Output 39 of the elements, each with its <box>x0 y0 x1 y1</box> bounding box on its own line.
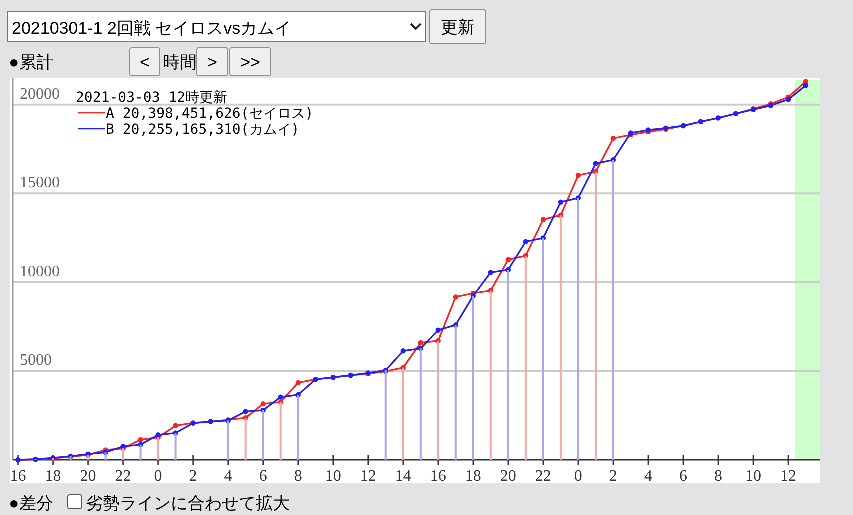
legend-label: B 20,255,165,310(カムイ) <box>106 122 300 138</box>
x-tick-label: 2 <box>189 468 198 485</box>
text: 更新 <box>441 18 475 37</box>
x-tick-label: 18 <box>45 468 62 485</box>
x-tick-label: 14 <box>395 468 412 485</box>
x-tick-label: 22 <box>115 468 132 485</box>
y-tick-label: 20000 <box>20 86 60 103</box>
x-tick-label: 0 <box>154 468 162 485</box>
x-tick-label: 12 <box>780 468 796 485</box>
text: >> <box>240 53 260 72</box>
x-tick-label: 20 <box>500 468 516 485</box>
x-tick-label: 10 <box>745 468 762 485</box>
x-tick-label: 20 <box>80 468 96 485</box>
text: > <box>208 53 218 72</box>
chart-subtitle: ●累計 <box>9 53 54 72</box>
text: ●差分 <box>9 494 54 513</box>
x-tick-label: 18 <box>465 468 482 485</box>
x-tick-label: 2 <box>609 468 618 485</box>
y-tick-label: 10000 <box>20 263 60 280</box>
x-tick-label: 22 <box>535 468 552 485</box>
x-tick-label: 16 <box>430 468 446 485</box>
x-tick-label: 6 <box>259 468 268 485</box>
x-tick-label: 8 <box>294 468 302 485</box>
x-tick-label: 8 <box>714 468 722 485</box>
y-tick-label: 15000 <box>20 174 60 192</box>
x-tick-label: 10 <box>325 468 342 485</box>
x-tick-label: 4 <box>644 468 652 485</box>
y-tick-label: 5000 <box>20 352 52 370</box>
x-tick-label: 6 <box>679 468 688 485</box>
text: < <box>140 53 150 72</box>
x-tick-label: 0 <box>574 468 582 485</box>
legend-title: 2021-03-03 12時更新 <box>76 90 228 106</box>
legend-label: A 20,398,451,626(セイロス) <box>106 106 314 122</box>
text: 時間 <box>163 53 197 72</box>
chart-title: 20210301-1 2回戦 セイロスvsカムイ <box>12 19 292 38</box>
x-tick-label: 16 <box>10 468 26 485</box>
text: 劣勢ラインに合わせて拡大 <box>86 494 290 513</box>
x-tick-label: 4 <box>224 468 232 485</box>
x-tick-label: 12 <box>360 468 376 485</box>
